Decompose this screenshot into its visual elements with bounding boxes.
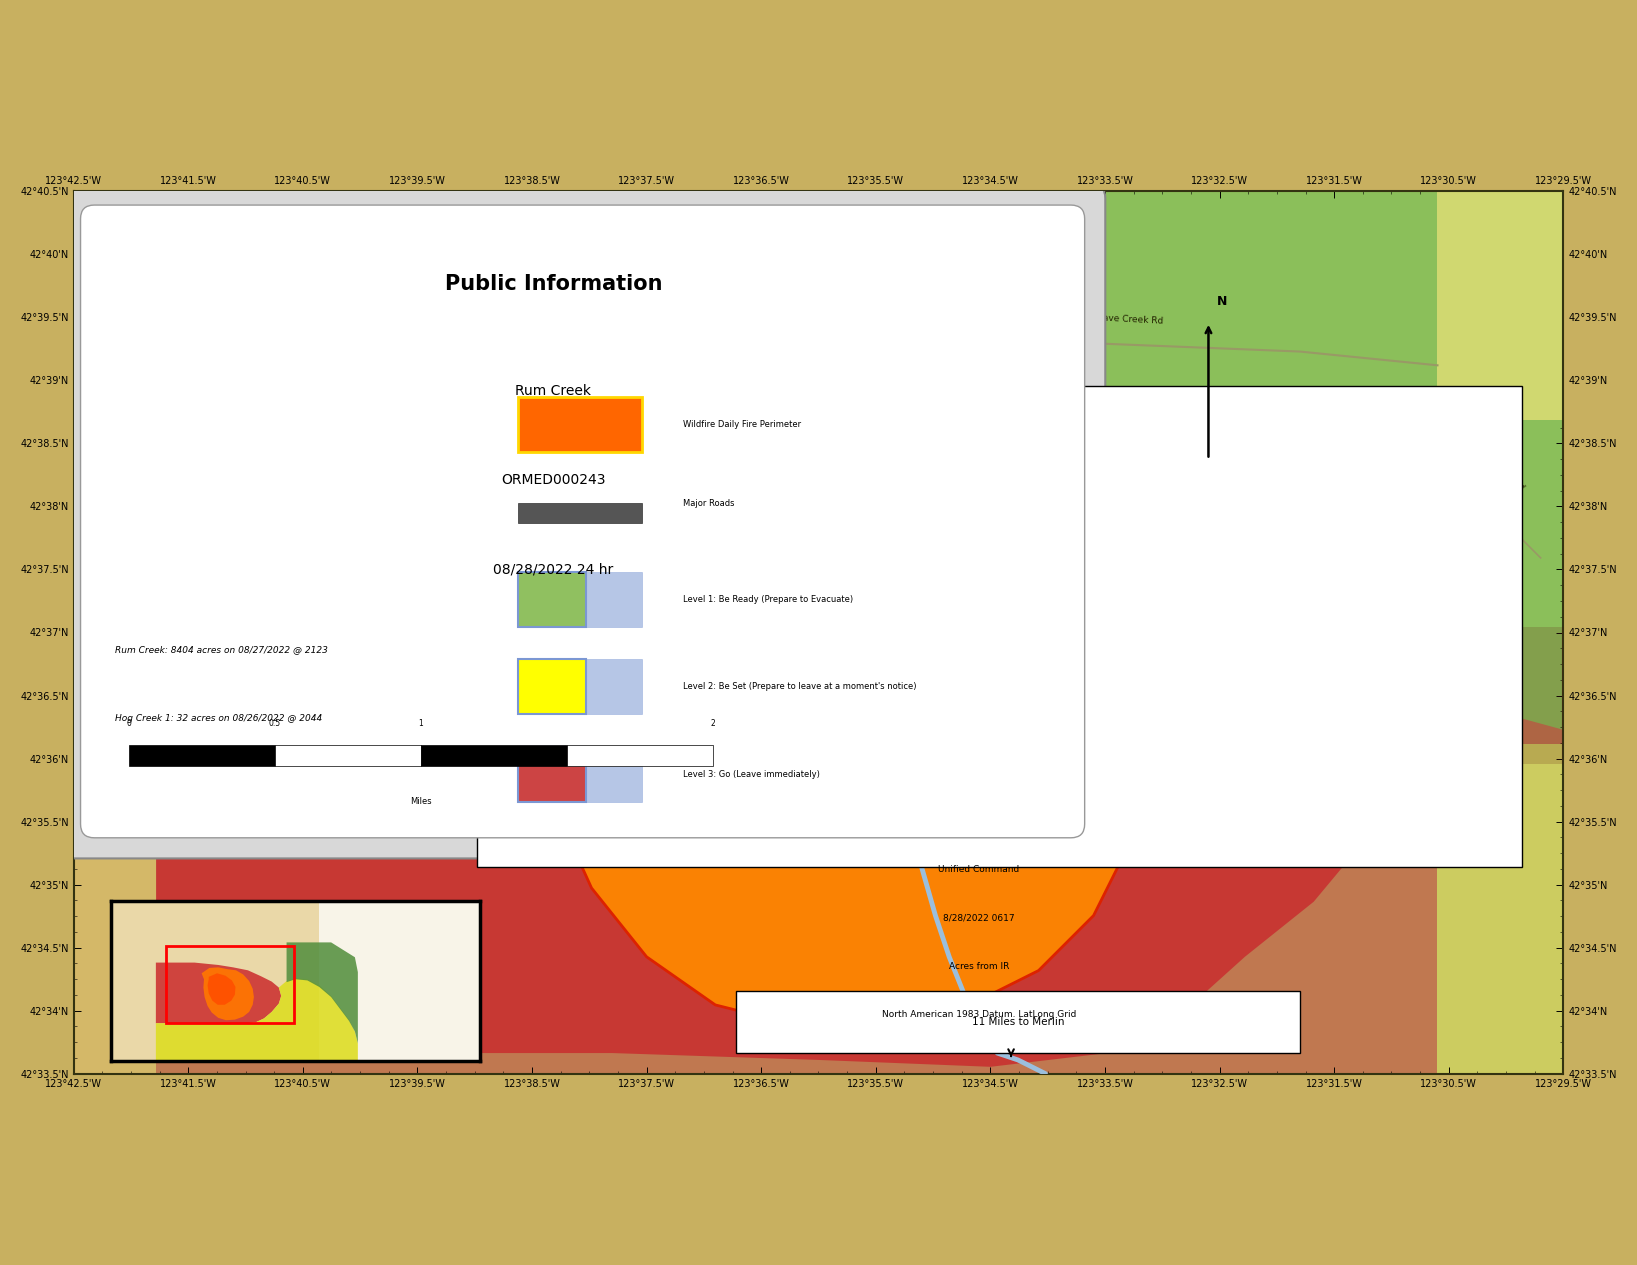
Text: Wildfire Daily Fire Perimeter: Wildfire Daily Fire Perimeter	[683, 420, 800, 429]
Bar	[74, 191, 156, 1074]
Text: Unified Command: Unified Command	[938, 865, 1020, 874]
Text: A: A	[782, 455, 786, 460]
Text: Mt Reuben: Mt Reuben	[532, 502, 581, 512]
Text: 8/28/2022 0617: 8/28/2022 0617	[943, 913, 1015, 922]
Bar	[129, 745, 275, 765]
Text: A: A	[473, 510, 476, 515]
Bar	[517, 659, 586, 715]
Text: 1: 1	[419, 719, 424, 727]
Text: N: N	[1216, 295, 1228, 309]
Text: A: A	[699, 441, 704, 447]
Text: 08/28/2022 24 hr: 08/28/2022 24 hr	[493, 563, 614, 577]
Text: A: A	[542, 490, 545, 495]
Bar	[421, 745, 566, 765]
Text: Level 2: Be Set (Prepare to leave at a moment's notice): Level 2: Be Set (Prepare to leave at a m…	[683, 682, 917, 691]
Bar	[275, 745, 421, 765]
Bar	[165, 946, 295, 1022]
Text: Hog
Creek: Hog Creek	[1331, 732, 1352, 753]
Polygon shape	[156, 963, 282, 1023]
Text: A: A	[851, 469, 855, 474]
Text: 11 Miles to Merlin: 11 Miles to Merlin	[972, 1017, 1064, 1027]
Text: ORMED000243: ORMED000243	[501, 473, 606, 487]
Text: 0: 0	[126, 719, 131, 727]
Bar	[280, 730, 404, 832]
Text: A: A	[404, 538, 408, 543]
Bar	[1483, 626, 1637, 764]
Polygon shape	[74, 191, 1563, 730]
Bar	[517, 572, 586, 626]
Text: 2: 2	[710, 719, 715, 727]
Text: Level 3: Go (Leave immediately): Level 3: Go (Leave immediately)	[683, 769, 820, 779]
Bar	[586, 659, 642, 715]
Bar	[517, 396, 642, 452]
Bar	[796, 730, 974, 832]
Polygon shape	[1437, 744, 1563, 1074]
Text: Almeda: Almeda	[804, 605, 818, 643]
Bar	[566, 745, 714, 765]
Bar	[1139, 524, 1318, 696]
Polygon shape	[571, 503, 887, 854]
Bar	[624, 524, 748, 696]
Text: Level 1: Be Ready (Prepare to Evacuate): Level 1: Be Ready (Prepare to Evacuate)	[683, 595, 853, 603]
Bar	[476, 386, 1522, 868]
Text: Major Roads: Major Roads	[683, 498, 735, 507]
Text: A: A	[624, 462, 629, 467]
Bar	[452, 626, 630, 764]
Text: Rum Creek: Rum Creek	[516, 383, 591, 398]
Bar	[586, 572, 642, 626]
Text: 0.5: 0.5	[268, 719, 282, 727]
Bar	[586, 746, 642, 802]
Text: Public Information: Public Information	[445, 273, 661, 293]
Polygon shape	[208, 973, 236, 1004]
Text: Galice Rd: Galice Rd	[920, 805, 936, 849]
Text: North American 1983 Datum. LatLong Grid: North American 1983 Datum. LatLong Grid	[882, 1009, 1076, 1018]
Text: Rum Creek: 8404 acres on 08/27/2022 @ 2123: Rum Creek: 8404 acres on 08/27/2022 @ 21…	[115, 645, 327, 654]
Bar	[517, 503, 642, 522]
Bar	[737, 992, 1300, 1052]
Text: Hog Creek 1: 32 acres on 08/26/2022 @ 2044: Hog Creek 1: 32 acres on 08/26/2022 @ 20…	[115, 713, 322, 724]
Polygon shape	[201, 968, 254, 1020]
Text: Miles: Miles	[411, 797, 432, 806]
Polygon shape	[156, 978, 359, 1061]
Bar	[967, 626, 1092, 764]
Text: Rum Creek: Rum Creek	[717, 705, 810, 719]
Text: Galice Access A: Galice Access A	[959, 1046, 1021, 1055]
Polygon shape	[1437, 191, 1563, 420]
Bar	[517, 746, 586, 802]
Bar	[319, 901, 480, 1061]
FancyBboxPatch shape	[80, 205, 1085, 837]
Polygon shape	[488, 441, 1141, 1026]
Text: B: B	[967, 483, 972, 488]
Text: A: A	[920, 455, 923, 460]
Text: Grave Creek Rd: Grave Creek Rd	[1092, 314, 1164, 326]
FancyBboxPatch shape	[61, 185, 1105, 859]
Polygon shape	[156, 406, 1403, 1066]
Text: Acres from IR: Acres from IR	[948, 961, 1008, 970]
Polygon shape	[286, 942, 359, 1044]
Text: Grave Crk Rd: Grave Crk Rd	[1486, 440, 1526, 491]
Bar	[1311, 730, 1436, 832]
